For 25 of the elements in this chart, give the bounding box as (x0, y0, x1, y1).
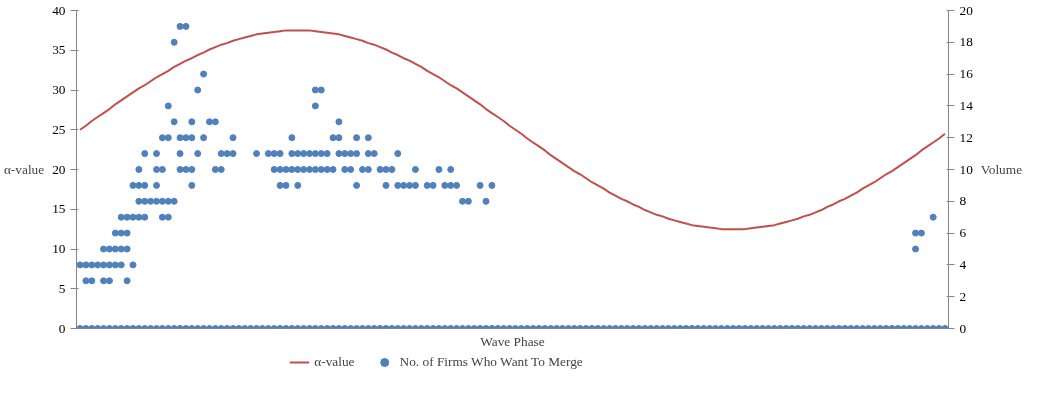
legend-label: α-value (314, 354, 355, 370)
y2-tick-label: 20 (959, 2, 974, 18)
y2-tick-label: 18 (959, 34, 974, 50)
y-tick-label: 15 (52, 201, 66, 217)
x-axis-title: Wave Phase (480, 333, 545, 349)
y-tick-label: 30 (52, 82, 66, 97)
y2-tick-label: 0 (959, 320, 967, 336)
y-tick-label: 0 (58, 320, 66, 336)
y2-axis-title: Volume (980, 162, 1023, 177)
y-tick-label: 20 (52, 161, 66, 177)
y-tick-label: 35 (52, 42, 66, 58)
y-tick-label: 5 (58, 280, 66, 296)
y2-tick-label: 14 (959, 97, 974, 113)
y2-tick-label: 8 (959, 193, 967, 209)
y2-tick-label: 10 (959, 161, 974, 177)
y2-tick-label: 16 (959, 66, 974, 82)
y2-tick-label: 2 (959, 288, 967, 304)
y-tick-label: 25 (52, 121, 66, 137)
y2-tick-label: 6 (959, 225, 967, 241)
y2-tick-label: 12 (959, 129, 973, 145)
legend-label: No. of Firms Who Want To Merge (399, 354, 583, 370)
y-tick-label: 10 (52, 241, 66, 256)
y-tick-label: 40 (52, 2, 66, 18)
y-axis-title: α-value (3, 162, 45, 177)
y2-tick-label: 4 (959, 256, 967, 272)
